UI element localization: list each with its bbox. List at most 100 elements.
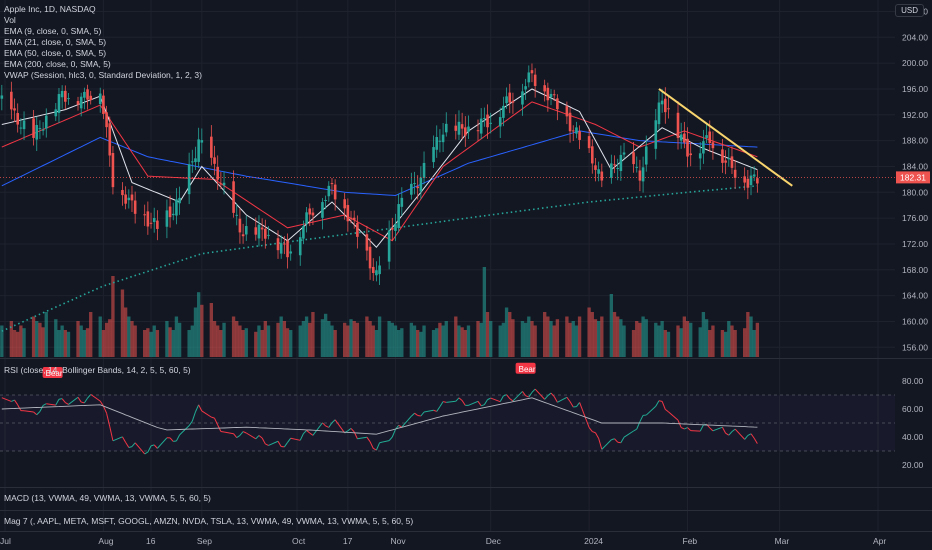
rsi-segment (277, 441, 282, 447)
last-price-label: 182.31 (900, 172, 926, 182)
rsi-segment (369, 441, 374, 449)
rsi-segment (223, 431, 234, 435)
candle-body (67, 98, 70, 100)
price-tick-label: 188.00 (902, 136, 928, 146)
candle-body (575, 127, 578, 134)
price-tick-label: 156.00 (902, 342, 928, 352)
volume-bar (641, 316, 645, 357)
ema200-legend[interactable]: EMA (200, close, 0, SMA, 5) (4, 59, 111, 69)
ema9-legend[interactable]: EMA (9, close, 0, SMA, 5) (4, 26, 102, 36)
rsi-segment (442, 401, 447, 403)
volume-bar (301, 321, 306, 357)
candles (0, 63, 759, 285)
rsi-segment (499, 395, 504, 402)
candle-body (219, 183, 223, 185)
rsi-segment (299, 433, 304, 441)
volume-bar (209, 303, 214, 357)
rsi-legend[interactable]: RSI (close, 14, Bollinger Bands, 14, 2, … (4, 365, 191, 375)
rsi-segment (481, 404, 485, 407)
volume-bar (168, 327, 172, 357)
rsi-segment (112, 436, 123, 442)
volume-bar (374, 330, 379, 357)
rsi-segment (373, 447, 377, 451)
volume-bar (463, 330, 467, 357)
rsi-segment (528, 392, 533, 398)
candle-body (200, 140, 204, 143)
candle-body (683, 133, 686, 143)
rsi-segment (423, 409, 434, 413)
time-tick-label: Mar (775, 536, 790, 546)
rsi-segment (287, 437, 292, 443)
rsi-segment (410, 412, 415, 417)
panel-divider-mag7[interactable] (0, 510, 932, 511)
candle-body (121, 189, 124, 196)
volume-bar (9, 321, 14, 357)
volume-bar (54, 319, 58, 357)
rsi-segment (645, 405, 657, 416)
price-tick-label: 168.00 (902, 265, 928, 275)
candle-body (38, 128, 42, 130)
volume-bar (746, 312, 750, 357)
rsi-segment (433, 409, 437, 412)
volume-bar (466, 325, 471, 357)
volume-bar (549, 321, 553, 357)
rsi-segment (312, 422, 323, 436)
volume-bar (377, 316, 382, 357)
rsi-segment (398, 424, 403, 428)
candle-body (498, 117, 502, 127)
volume-bar (371, 325, 375, 357)
rsi-segment (106, 413, 111, 427)
panel-divider-macd[interactable] (0, 487, 932, 488)
volume-bar (571, 321, 575, 357)
panel-divider-rsi[interactable] (0, 358, 932, 359)
rsi-segment (128, 446, 133, 448)
candle-body (432, 147, 435, 163)
volume-bar (187, 330, 191, 357)
volume-bar (165, 321, 169, 357)
volume-bar (590, 312, 594, 357)
rsi-segment (512, 391, 523, 402)
candle-body (286, 240, 289, 258)
candle-body (594, 165, 597, 170)
volume-bar (568, 322, 572, 357)
currency-button[interactable]: USD (895, 4, 924, 17)
volume-bar (76, 321, 80, 357)
macd-legend[interactable]: MACD (13, VWMA, 49, VWMA, 13, VWMA, 5, 5… (4, 493, 211, 503)
ema9-line (1, 88, 758, 248)
rsi-segment (90, 393, 101, 402)
volume-bar (235, 321, 239, 357)
volume-bar (635, 321, 639, 357)
candle-body (178, 197, 181, 204)
vwap-legend[interactable]: VWAP (Session, hlc3, 0, Standard Deviati… (4, 70, 202, 80)
volume-bar (387, 321, 391, 357)
candle-body (235, 214, 239, 216)
rsi-segment (198, 404, 203, 412)
candle-body (641, 167, 645, 182)
candle-body (505, 96, 508, 104)
volume-bar (596, 321, 601, 357)
volume-bar (85, 328, 90, 357)
mag7-legend[interactable]: Mag 7 (, AAPL, META, MSFT, GOOGL, AMZN, … (4, 516, 414, 526)
volume-bar (238, 325, 242, 357)
rsi-segment (728, 431, 733, 436)
candle-body (613, 164, 616, 166)
candle-body (13, 108, 16, 111)
candle-body (308, 208, 312, 215)
candle-body (213, 157, 216, 164)
rsi-segment (747, 433, 752, 436)
ema50-legend[interactable]: EMA (50, close, 0, SMA, 5) (4, 48, 107, 58)
rsi-segment (655, 400, 660, 407)
candle-body (375, 270, 378, 276)
volume-bar (63, 330, 67, 357)
volume-bar (511, 319, 515, 357)
vol-legend[interactable]: Vol (4, 15, 16, 25)
volume-bar (355, 322, 360, 357)
resistance-trendline (658, 88, 793, 187)
candle-body (667, 108, 670, 110)
candle-body (79, 96, 83, 109)
symbol-title[interactable]: Apple Inc, 1D, NASDAQ (4, 4, 96, 14)
candle-body (546, 87, 550, 101)
ema21-legend[interactable]: EMA (21, close, 0, SMA, 5) (4, 37, 107, 47)
rsi-segment (175, 434, 181, 442)
